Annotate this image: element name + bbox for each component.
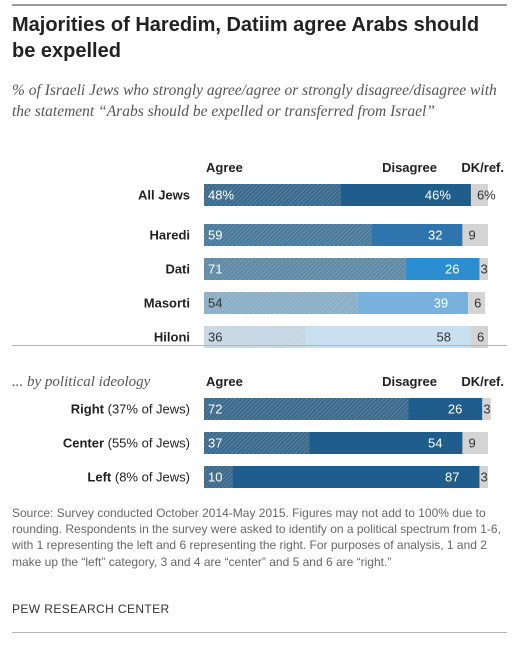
bar-dk bbox=[468, 292, 486, 314]
row-label: Masorti bbox=[144, 296, 190, 311]
bar-agree-hatch bbox=[204, 432, 310, 454]
legend-agree: Agree bbox=[206, 160, 243, 175]
value-agree: 48% bbox=[208, 188, 234, 203]
row-label: Left (8% of Jews) bbox=[87, 470, 190, 485]
bar-disagree bbox=[357, 292, 469, 314]
bar-dk bbox=[479, 258, 488, 280]
value-agree: 72 bbox=[208, 402, 222, 417]
row-label: Haredi bbox=[150, 228, 190, 243]
row-label: Dati bbox=[165, 262, 190, 277]
bar-dk bbox=[482, 398, 491, 420]
bar-disagree bbox=[408, 398, 483, 420]
value-dk: 3 bbox=[480, 470, 487, 485]
legend-agree: Agree bbox=[206, 374, 243, 389]
bar-dk bbox=[470, 184, 488, 206]
bottom-rule bbox=[12, 632, 507, 633]
row-label: Center (55% of Jews) bbox=[63, 436, 190, 451]
bar-agree-hatch bbox=[204, 292, 358, 314]
value-agree: 37 bbox=[208, 436, 222, 451]
value-disagree: 39 bbox=[434, 296, 448, 311]
value-disagree: 54 bbox=[428, 436, 442, 451]
bar-agree-hatch bbox=[204, 466, 233, 488]
value-disagree: 26 bbox=[448, 402, 462, 417]
row-label: Right (37% of Jews) bbox=[71, 402, 190, 417]
bar-dk bbox=[479, 466, 488, 488]
bar-agree-hatch bbox=[204, 258, 406, 280]
bar-agree-hatch bbox=[204, 224, 372, 246]
value-dk: 3 bbox=[483, 402, 490, 417]
stacked-bar-chart: Agree Disagree DK/ref. All Jews 48% 46% 6% Hare… bbox=[12, 160, 504, 488]
bar-disagree bbox=[306, 326, 471, 348]
value-dk: 3 bbox=[480, 262, 487, 277]
value-dk: 6 bbox=[477, 330, 484, 345]
value-disagree: 58 bbox=[436, 330, 450, 345]
bar-disagree bbox=[309, 432, 463, 454]
legend-disagree: Disagree bbox=[382, 374, 437, 389]
value-agree: 36 bbox=[208, 330, 222, 345]
value-disagree: 32 bbox=[428, 228, 442, 243]
value-agree: 59 bbox=[208, 228, 222, 243]
value-dk: 9 bbox=[468, 228, 475, 243]
section-divider bbox=[12, 345, 507, 346]
legend-dk: DK/ref. bbox=[461, 374, 504, 389]
bar-agree-hatch bbox=[204, 326, 307, 348]
value-agree: 54 bbox=[208, 296, 222, 311]
top-rule bbox=[12, 4, 507, 6]
legend-disagree: Disagree bbox=[382, 160, 437, 175]
bar-agree-hatch bbox=[204, 398, 409, 420]
chart-subtitle: % of Israeli Jews who strongly agree/agr… bbox=[12, 82, 497, 120]
value-agree: 71 bbox=[208, 262, 222, 277]
row-label: All Jews bbox=[138, 188, 190, 203]
value-disagree: 87 bbox=[445, 470, 459, 485]
row-label: Hiloni bbox=[154, 330, 190, 345]
value-dk: 9 bbox=[468, 436, 475, 451]
bar-agree-hatch bbox=[204, 184, 341, 206]
value-disagree: 26 bbox=[445, 262, 459, 277]
group-label: ... by political ideology bbox=[12, 374, 151, 390]
bar-disagree bbox=[232, 466, 480, 488]
bar-disagree bbox=[371, 224, 463, 246]
chart-title: Majorities of Haredim, Datiim agree Arab… bbox=[12, 14, 480, 62]
value-dk: 6% bbox=[477, 188, 496, 203]
brand-label: PEW RESEARCH CENTER bbox=[12, 602, 170, 616]
bar-disagree bbox=[405, 258, 480, 280]
value-agree: 10 bbox=[208, 470, 222, 485]
value-disagree: 46% bbox=[425, 188, 451, 203]
bar-dk bbox=[470, 326, 488, 348]
bar-disagree bbox=[340, 184, 471, 206]
source-note: Source: Survey conducted October 2014-Ma… bbox=[12, 506, 501, 569]
bar-dk bbox=[462, 224, 488, 246]
legend-dk: DK/ref. bbox=[461, 160, 504, 175]
bar-dk bbox=[462, 432, 488, 454]
value-dk: 6 bbox=[474, 296, 481, 311]
